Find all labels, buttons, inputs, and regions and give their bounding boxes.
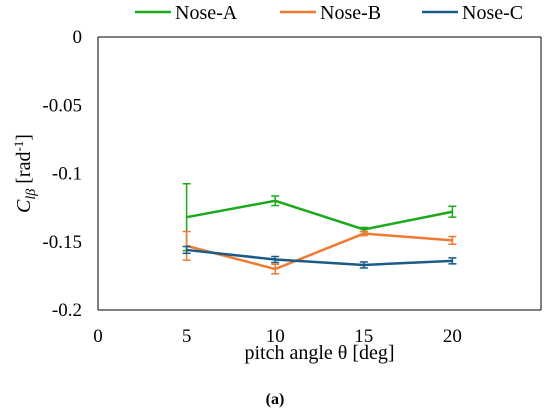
y-axis-label-unit-suffix: ] [13,134,35,141]
error-bar-nose-b [448,235,457,245]
legend-label: Nose-A [175,2,238,24]
error-bar-nose-c [359,261,368,269]
legend-item-nose-b: Nose-B [280,2,381,24]
y-axis-label-subscript: lβ [24,189,39,200]
series-layer [182,182,457,275]
x-tick-label: 5 [182,326,192,347]
y-axis-label-unit: [rad [13,152,35,189]
y-tick-label: -0.15 [42,232,82,253]
y-tick-label: -0.05 [42,95,82,116]
y-tick-label: -0.1 [52,164,82,185]
y-tick-labels: 0 -0.05 -0.1 -0.15 -0.2 [42,27,82,321]
series-nose-a [182,182,457,252]
error-bar-nose-b [359,230,368,237]
x-axis-label: pitch angle θ [deg] [244,342,394,364]
series-nose-c [182,245,457,269]
legend-item-nose-c: Nose-C [422,2,523,24]
legend-item-nose-a: Nose-A [135,2,238,24]
plot-area [97,36,542,311]
series-line-nose-b [186,232,453,271]
x-tick-labels: 0 5 10 15 20 [93,326,462,347]
legend-label: Nose-C [462,2,523,24]
error-bar-nose-a [271,195,280,207]
legend: Nose-A Nose-B Nose-C [135,2,523,24]
x-tick-label: 0 [93,326,103,347]
y-tick-label: 0 [73,27,83,48]
error-bar-nose-b [271,263,280,275]
y-axis-label: Clβ [rad-1] [11,134,39,213]
x-tick-label: 15 [354,326,373,347]
error-bar-nose-c [271,255,280,264]
x-tick-label: 20 [443,326,462,347]
series-nose-b [182,230,457,275]
error-bar-nose-c [182,245,191,255]
x-tick-label: 10 [266,326,285,347]
y-axis-label-unit-sup: -1 [11,141,26,152]
y-tick-label: -0.2 [52,300,82,321]
error-bar-nose-c [448,257,457,265]
series-line-nose-c [186,248,453,267]
y-axis-label-main: C [13,199,35,213]
panel-label: (a) [266,391,285,408]
series-line-nose-a [186,199,453,231]
legend-label: Nose-B [320,2,381,24]
error-bar-nose-a [448,205,457,218]
